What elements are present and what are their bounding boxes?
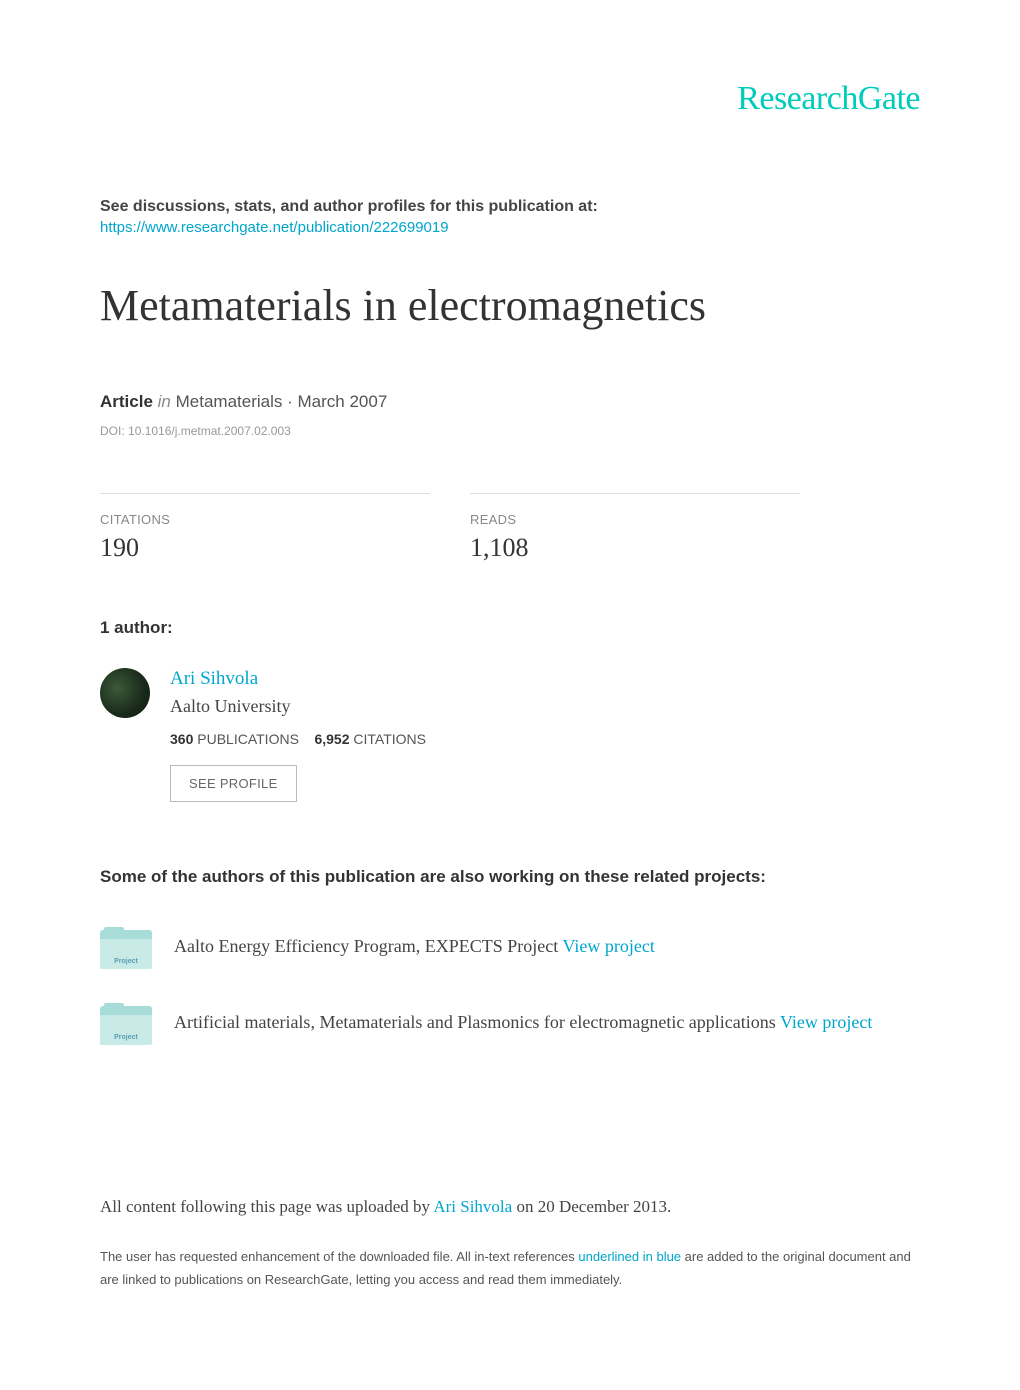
note-prefix: The user has requested enhancement of th… [100,1249,578,1264]
author-info: Ari Sihvola Aalto University 360 PUBLICA… [170,668,426,802]
view-project-link[interactable]: View project [562,936,654,956]
in-text: in [158,392,171,411]
projects-heading: Some of the authors of this publication … [100,867,920,887]
note-link[interactable]: underlined in blue [578,1249,681,1264]
header-row: ResearchGate [100,80,920,118]
see-profile-button[interactable]: SEE PROFILE [170,765,297,802]
author-stats: 360 PUBLICATIONS 6,952 CITATIONS [170,731,426,747]
project-text: Artificial materials, Metamaterials and … [174,1003,872,1038]
pub-count: 360 [170,731,193,747]
cite-count: 6,952 [314,731,349,747]
discussions-text: See discussions, stats, and author profi… [100,198,920,216]
footer-note: The user has requested enhancement of th… [100,1245,920,1292]
authors-heading: 1 author: [100,618,920,638]
folder-label: Project [100,958,152,965]
pub-count-label: PUBLICATIONS [197,731,299,747]
project-folder-icon[interactable]: Project [100,1003,152,1047]
publication-url-link[interactable]: https://www.researchgate.net/publication… [100,219,449,236]
citations-block: CITATIONS 190 [100,493,430,563]
publication-meta: Article in Metamaterials · March 2007 [100,392,920,412]
view-project-link[interactable]: View project [780,1012,872,1032]
project-row: Project Artificial materials, Metamateri… [100,1003,920,1047]
project-text: Aalto Energy Efficiency Program, EXPECTS… [174,927,655,962]
journal-name: Metamaterials [176,392,283,411]
publication-title: Metamaterials in electromagnetics [100,281,920,332]
publication-url: https://www.researchgate.net/publication… [100,219,920,236]
doi-value: 10.1016/j.metmat.2007.02.003 [128,424,291,438]
cite-count-label: CITATIONS [353,731,426,747]
footer-upload-line: All content following this page was uplo… [100,1197,920,1217]
project-title: Aalto Energy Efficiency Program, EXPECTS… [174,936,562,956]
project-folder-icon[interactable]: Project [100,927,152,971]
researchgate-logo[interactable]: ResearchGate [737,80,920,118]
reads-label: READS [470,512,800,527]
folder-label: Project [100,1034,152,1041]
citations-label: CITATIONS [100,512,430,527]
project-title: Artificial materials, Metamaterials and … [174,1012,780,1032]
author-name-link[interactable]: Ari Sihvola [170,668,426,690]
avatar[interactable] [100,668,150,718]
pub-type: Article [100,392,153,411]
author-block: Ari Sihvola Aalto University 360 PUBLICA… [100,668,920,802]
upload-prefix: All content following this page was uplo… [100,1197,433,1216]
citations-value: 190 [100,533,430,563]
upload-suffix: on 20 December 2013. [512,1197,671,1216]
project-row: Project Aalto Energy Efficiency Program,… [100,927,920,971]
author-affiliation: Aalto University [170,696,426,717]
doi-line: DOI: 10.1016/j.metmat.2007.02.003 [100,424,920,438]
separator: · [287,392,297,411]
upload-author-link[interactable]: Ari Sihvola [433,1197,512,1216]
footer: All content following this page was uplo… [100,1197,920,1292]
reads-value: 1,108 [470,533,800,563]
reads-block: READS 1,108 [470,493,800,563]
pub-date: March 2007 [298,392,388,411]
stats-row: CITATIONS 190 READS 1,108 [100,493,920,563]
doi-prefix: DOI: [100,424,128,438]
